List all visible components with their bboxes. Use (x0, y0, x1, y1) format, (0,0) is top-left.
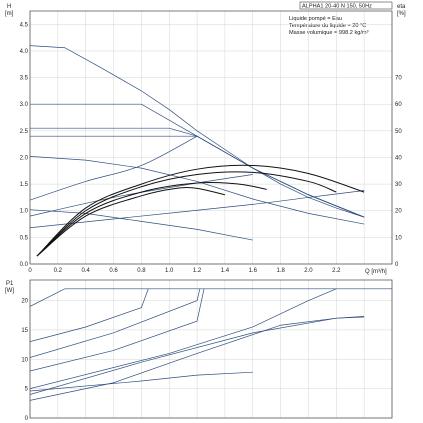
system-curve (30, 190, 365, 229)
y-tick-label: 0 (25, 416, 29, 422)
head-chart: 0.0 0.5 1.0 1.5 2.0 2.5 3.0 3.5 4.0 4.5 0 10 20 30 40 5… (20, 10, 402, 274)
power-curve (30, 288, 205, 372)
y-tick-label: 2.5 (20, 129, 29, 135)
eta-tick-label: 60 (395, 102, 402, 108)
x-tick-label: 1.2 (193, 268, 202, 274)
series-group (30, 45, 365, 257)
eta-tick-label: 30 (395, 182, 402, 188)
y-tick-label: 20 (21, 299, 28, 305)
x-tick-label: 0.2 (54, 268, 63, 274)
x-tick-label: 2.0 (304, 268, 313, 274)
efficiency-curve (36, 164, 365, 257)
system-curve (30, 135, 198, 201)
model-title: ALPHA1 20-40 N 150, 50Hz (302, 4, 372, 10)
head-axis-unit: [m] (5, 11, 14, 17)
head-axis-label: H (7, 4, 11, 10)
eta-tick-label: 40 (395, 155, 402, 161)
power-curve (30, 288, 392, 307)
head-curve (30, 45, 365, 218)
x-tick-label: 1.6 (249, 268, 258, 274)
eta-axis-unit: [%] (397, 11, 406, 17)
power-chart: 0 5 10 15 20 (21, 279, 393, 422)
x-tick-label: 0 (28, 268, 32, 274)
x-tick-label: 2.2 (332, 268, 341, 274)
eta-tick-label: 70 (395, 76, 402, 82)
head-curve (30, 135, 365, 218)
info-line-temperature: Température du liquide = 20 °C (289, 23, 366, 29)
y-tick-label: 5 (25, 387, 29, 393)
power-curve (30, 316, 365, 401)
head-curve (30, 156, 365, 225)
info-line-density: Masse volumique = 998.2 kg/m³ (289, 30, 369, 36)
plot-frame (29, 279, 393, 419)
power-axis-label: P1 (6, 281, 14, 287)
x-tick-label: 1.4 (221, 268, 230, 274)
power-axis-unit: [W] (5, 288, 14, 294)
head-curve (30, 209, 253, 241)
efficiency-curve (36, 181, 267, 257)
x-tick-label: 0.6 (109, 268, 118, 274)
eta-tick-label: 10 (395, 235, 402, 241)
power-curve (30, 288, 201, 358)
y-tick-label: 0.5 (20, 235, 29, 241)
eta-tick-label: 0 (395, 262, 399, 268)
y-tick-label: 15 (21, 328, 28, 334)
x-tick-label: 1.8 (276, 268, 285, 274)
plot-frame (29, 10, 393, 265)
eta-tick-label: 50 (395, 129, 402, 135)
eta-tick-label: 20 (395, 209, 402, 215)
x-tick-label: 1.0 (165, 268, 174, 274)
flow-axis-label: Q [m³/h] (365, 269, 387, 275)
system-curve (30, 174, 253, 217)
y-tick-label: 3.0 (20, 102, 29, 108)
power-curve (30, 371, 253, 392)
power-curve (30, 288, 149, 342)
y-tick-label: 0.0 (20, 262, 29, 268)
y-tick-label: 10 (21, 357, 28, 363)
y-tick-label: 3.5 (20, 76, 29, 82)
x-tick-label: 0.8 (137, 268, 146, 274)
efficiency-curve (36, 171, 337, 257)
efficiency-curve (36, 187, 226, 257)
y-tick-label: 1.5 (20, 182, 29, 188)
y-tick-label: 1.0 (20, 209, 29, 215)
y-tick-label: 4.0 (20, 49, 29, 55)
power-curve (30, 288, 337, 389)
y-tick-label: 2.0 (20, 155, 29, 161)
x-tick-label: 0.4 (82, 268, 91, 274)
series-group (30, 288, 392, 401)
y-tick-label: 4.5 (20, 22, 29, 28)
model-title-box (299, 1, 393, 10)
info-line-liquid: Liquide pompé = Eau (289, 16, 342, 22)
eta-axis-label: eta (397, 4, 406, 10)
